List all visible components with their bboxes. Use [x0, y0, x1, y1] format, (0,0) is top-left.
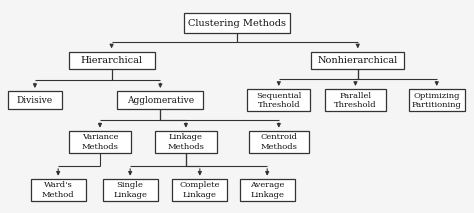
- FancyBboxPatch shape: [31, 179, 86, 201]
- FancyBboxPatch shape: [103, 179, 157, 201]
- Text: Hierarchical: Hierarchical: [81, 56, 143, 65]
- Text: Parallel
Threshold: Parallel Threshold: [334, 92, 377, 109]
- FancyBboxPatch shape: [247, 89, 310, 111]
- FancyBboxPatch shape: [240, 179, 295, 201]
- Text: Ward's
Method: Ward's Method: [42, 181, 74, 199]
- FancyBboxPatch shape: [173, 179, 227, 201]
- FancyBboxPatch shape: [409, 89, 465, 111]
- Text: Nonhierarchical: Nonhierarchical: [318, 56, 398, 65]
- Text: Average
Linkage: Average Linkage: [250, 181, 284, 199]
- FancyBboxPatch shape: [118, 91, 203, 109]
- FancyBboxPatch shape: [325, 89, 386, 111]
- Text: Divisive: Divisive: [17, 96, 53, 105]
- Text: Sequential
Threshold: Sequential Threshold: [256, 92, 301, 109]
- FancyBboxPatch shape: [8, 91, 62, 109]
- Text: Linkage
Methods: Linkage Methods: [167, 133, 204, 151]
- FancyBboxPatch shape: [248, 131, 309, 153]
- Text: Single
Linkage: Single Linkage: [113, 181, 147, 199]
- Text: Agglomerative: Agglomerative: [127, 96, 194, 105]
- FancyBboxPatch shape: [69, 52, 155, 69]
- FancyBboxPatch shape: [155, 131, 217, 153]
- Text: Optimizing
Partitioning: Optimizing Partitioning: [412, 92, 462, 109]
- FancyBboxPatch shape: [311, 52, 404, 69]
- Text: Clustering Methods: Clustering Methods: [188, 19, 286, 27]
- FancyBboxPatch shape: [69, 131, 131, 153]
- FancyBboxPatch shape: [183, 13, 291, 33]
- Text: Variance
Methods: Variance Methods: [82, 133, 118, 151]
- Text: Centroid
Methods: Centroid Methods: [260, 133, 297, 151]
- Text: Complete
Linkage: Complete Linkage: [180, 181, 220, 199]
